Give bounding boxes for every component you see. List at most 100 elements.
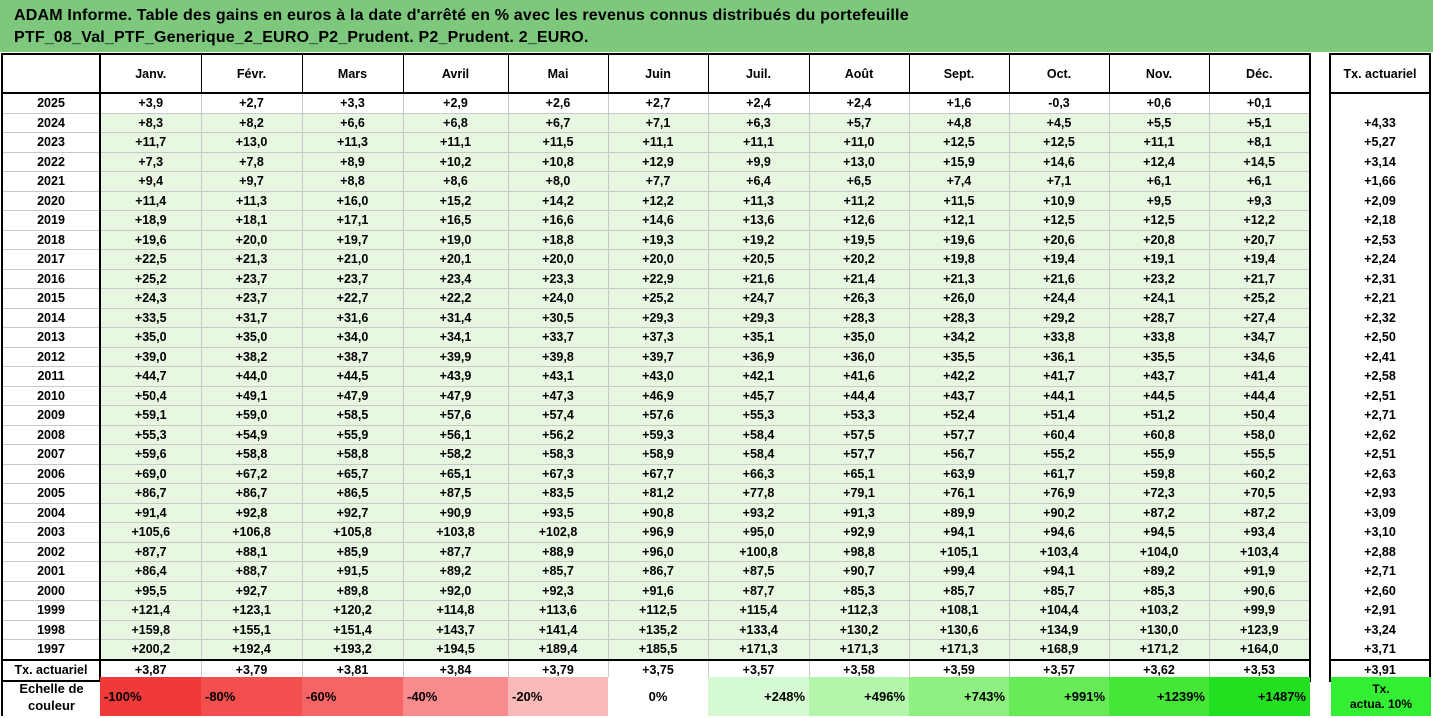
gain-cell: +93,2 [707, 502, 809, 523]
gain-cell: +51,2 [1108, 405, 1209, 425]
month-header: Avril [402, 53, 508, 94]
gain-cell: +7,4 [908, 171, 1009, 191]
tx-month-cell: +3,53 [1208, 658, 1310, 681]
gain-cell: +23,4 [402, 268, 508, 289]
tx-year-cell: +1,66 [1330, 171, 1430, 191]
gain-cell: +26,0 [908, 288, 1009, 308]
gain-cell: +11,3 [707, 190, 809, 211]
gain-cell: +58,5 [301, 405, 403, 425]
gain-cell: +5,1 [1208, 112, 1310, 133]
gain-cell: +54,9 [200, 424, 302, 445]
gain-cell: +33,7 [507, 327, 608, 347]
gain-cell: +47,9 [301, 385, 403, 406]
tx-year-cell: +2,63 [1330, 463, 1430, 484]
gain-cell: +67,7 [607, 463, 708, 484]
gain-cell: +6,1 [1108, 171, 1209, 191]
month-header: Juil. [707, 53, 809, 94]
year-label: 2021 [1, 171, 101, 191]
gain-cell: +89,9 [908, 502, 1009, 523]
gain-cell: +104,4 [1008, 600, 1109, 620]
gain-cell: +121,4 [99, 600, 201, 620]
table-row: 1998 +159,8 +155,1 +151,4 +143,7 +141,4 +135,2… [1, 619, 1310, 640]
color-scale-swatch: +496% [809, 677, 909, 716]
month-header: Oct. [1008, 53, 1109, 94]
gain-cell: +34,0 [301, 327, 403, 347]
side-color-legend: Tx. actua. 10% [1331, 677, 1431, 716]
gain-cell: +120,2 [301, 600, 403, 620]
gain-cell: +114,8 [402, 600, 508, 620]
gain-cell: +43,0 [607, 366, 708, 386]
gain-cell: +92,7 [200, 580, 302, 601]
gain-cell: +57,6 [402, 405, 508, 425]
gain-cell: +192,4 [200, 639, 302, 660]
gain-cell: +44,5 [1108, 385, 1209, 406]
tx-year-cell: +2,21 [1330, 288, 1430, 308]
gain-cell: +98,8 [808, 541, 909, 562]
color-scale-label-line2: couleur [28, 697, 75, 713]
gain-cell: +44,7 [99, 366, 201, 386]
gain-cell: +87,7 [707, 580, 809, 601]
tx-year-cell: +2,88 [1330, 541, 1430, 562]
month-header: Févr. [200, 53, 302, 94]
gain-cell: +89,2 [402, 561, 508, 581]
gain-cell: +44,0 [200, 366, 302, 386]
gain-cell: +20,2 [808, 249, 909, 269]
tx-year-cell: +2,71 [1330, 405, 1430, 425]
gain-cell: +51,4 [1008, 405, 1109, 425]
tx-month-cell: +3,79 [507, 658, 608, 681]
gain-cell: +92,9 [808, 522, 909, 542]
tx-year-cell: +2,51 [1330, 385, 1430, 406]
gain-cell: +34,2 [908, 327, 1009, 347]
gain-cell: +56,2 [507, 424, 608, 445]
gain-cell: +85,7 [507, 561, 608, 581]
title-line-1: ADAM Informe. Table des gains en euros à… [14, 7, 909, 24]
month-header: Mars [301, 53, 403, 94]
gain-cell: +105,1 [908, 541, 1009, 562]
gain-cell: +24,7 [707, 288, 809, 308]
gain-cell: +20,5 [707, 249, 809, 269]
gain-cell: +11,5 [908, 190, 1009, 211]
side-color-line2: actua. 10% [1349, 696, 1413, 711]
gain-cell: +90,8 [607, 502, 708, 523]
table-row: 2011 +44,7 +44,0 +44,5 +43,9 +43,1 +43,0 +42,1 +… [1, 366, 1310, 386]
gain-cell: +42,2 [908, 366, 1009, 386]
gain-cell: +16,0 [301, 190, 403, 211]
tx-year-cell: +2,31 [1330, 268, 1430, 289]
gain-cell: +23,7 [200, 288, 302, 308]
color-scale-swatch: -60% [302, 677, 403, 716]
tx-row-label: Tx. actuariel [1, 658, 101, 681]
table-row: 2008 +55,3 +54,9 +55,9 +56,1 +56,2 +59,3 +58,4 +… [1, 424, 1310, 445]
gain-cell: +27,4 [1208, 307, 1310, 328]
gain-cell: +56,1 [402, 424, 508, 445]
table-row: 2006 +69,0 +67,2 +65,7 +65,1 +67,3 +67,7 +66,3 +… [1, 463, 1310, 484]
gain-cell: +55,5 [1208, 444, 1310, 464]
gain-cell: +90,9 [402, 502, 508, 523]
tx-year-cell: +2,09 [1330, 190, 1430, 211]
gain-cell: +19,3 [607, 229, 708, 250]
gain-cell: +21,6 [707, 268, 809, 289]
gain-cell: +58,9 [607, 444, 708, 464]
gain-cell: +44,4 [1208, 385, 1310, 406]
gain-cell: +143,7 [402, 619, 508, 640]
gain-cell: +104,0 [1108, 541, 1209, 562]
table-row: 2013 +35,0 +35,0 +34,0 +34,1 +33,7 +37,3 +35,1 +… [1, 327, 1310, 347]
gain-cell: +21,7 [1208, 268, 1310, 289]
gain-cell: +19,4 [1008, 249, 1109, 269]
gain-cell: +6,1 [1208, 171, 1310, 191]
gain-cell: +96,9 [607, 522, 708, 542]
gain-cell: +7,3 [99, 151, 201, 172]
gain-cell: +21,3 [908, 268, 1009, 289]
gain-cell: +23,2 [1108, 268, 1209, 289]
gain-cell: +35,5 [908, 346, 1009, 367]
gain-cell: +103,2 [1108, 600, 1209, 620]
gain-cell: +8,1 [1208, 132, 1310, 152]
gain-cell: +19,2 [707, 229, 809, 250]
table-row: 2010 +50,4 +49,1 +47,9 +47,9 +47,3 +46,9 +45,7 +… [1, 385, 1310, 406]
gain-cell: +59,3 [607, 424, 708, 445]
gain-cell: +12,1 [908, 210, 1009, 230]
gain-cell: +102,8 [507, 522, 608, 542]
table-row: 2005 +86,7 +86,7 +86,5 +87,5 +83,5 +81,2 +77,8 +… [1, 483, 1310, 503]
gain-cell: +19,6 [908, 229, 1009, 250]
table-row: 2002 +87,7 +88,1 +85,9 +87,7 +88,9 +96,0 +100,8… [1, 541, 1310, 562]
gain-cell: +13,0 [808, 151, 909, 172]
